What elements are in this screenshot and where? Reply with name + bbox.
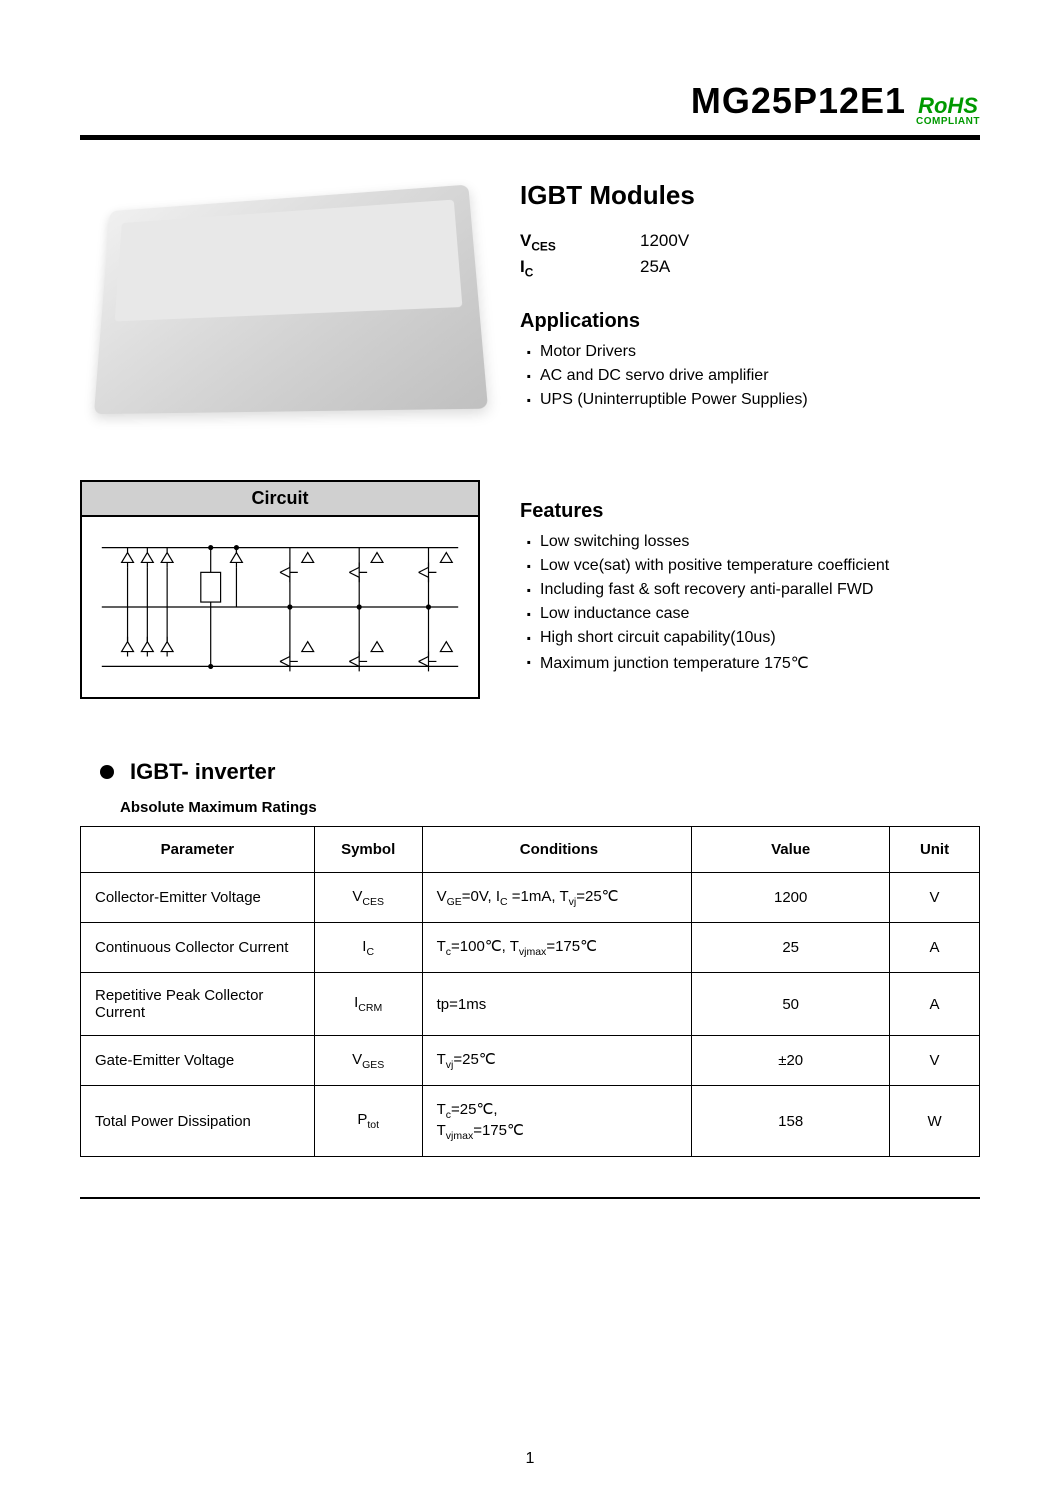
circuit-diagram [82, 517, 478, 697]
table-row: Collector-Emitter Voltage VCES VGE=0V, I… [81, 873, 980, 923]
right-column: IGBT Modules VCES 1200V IC 25A Applicati… [520, 170, 980, 430]
spec-value-vces: 1200V [640, 231, 689, 253]
td-cond: tp=1ms [422, 973, 692, 1036]
td-unit: V [890, 873, 980, 923]
td-unit: A [890, 973, 980, 1036]
table-row: Gate-Emitter Voltage VGES Tvj=25℃ ±20 V [81, 1036, 980, 1086]
rohs-compliant-label: COMPLIANT [916, 117, 980, 127]
list-item: Maximum junction temperature 175℃ [520, 653, 980, 673]
td-symbol: ICRM [314, 973, 422, 1036]
td-param: Collector-Emitter Voltage [81, 873, 315, 923]
td-symbol: IC [314, 923, 422, 973]
spec-label-vces: VCES [520, 231, 640, 253]
list-item: AC and DC servo drive amplifier [520, 367, 980, 385]
td-unit: A [890, 923, 980, 973]
list-item: High short circuit capability(10us) [520, 629, 980, 647]
td-param: Gate-Emitter Voltage [81, 1036, 315, 1086]
td-value: ±20 [692, 1036, 890, 1086]
footer-divider [80, 1197, 980, 1199]
th-unit: Unit [890, 827, 980, 873]
circuit-svg [82, 517, 478, 697]
inverter-heading: IGBT- inverter [100, 759, 980, 785]
list-item: UPS (Uninterruptible Power Supplies) [520, 391, 980, 409]
spec-row: IC 25A [520, 257, 980, 279]
th-conditions: Conditions [422, 827, 692, 873]
page-number: 1 [526, 1450, 535, 1468]
td-cond: Tvj=25℃ [422, 1036, 692, 1086]
ratings-table: Parameter Symbol Conditions Value Unit C… [80, 826, 980, 1157]
part-number: MG25P12E1 [691, 80, 906, 122]
circuit-header: Circuit [82, 482, 478, 517]
th-value: Value [692, 827, 890, 873]
rohs-icon: RoHS [918, 95, 978, 117]
list-item: Low inductance case [520, 605, 980, 623]
circuit-diagram-box: Circuit [80, 480, 480, 699]
list-item: Low vce(sat) with positive temperature c… [520, 557, 980, 575]
bullet-icon [100, 765, 114, 779]
td-value: 25 [692, 923, 890, 973]
td-symbol: VCES [314, 873, 422, 923]
inverter-title: IGBT- inverter [130, 759, 275, 785]
td-cond: Tc=25℃,Tvjmax=175℃ [422, 1086, 692, 1157]
td-param: Total Power Dissipation [81, 1086, 315, 1157]
applications-title: Applications [520, 310, 980, 333]
td-param: Repetitive Peak Collector Current [81, 973, 315, 1036]
features-column: Features Low switching losses Low vce(sa… [520, 440, 980, 699]
table-row: Continuous Collector Current IC Tc=100℃,… [81, 923, 980, 973]
features-list: Low switching losses Low vce(sat) with p… [520, 533, 980, 673]
td-symbol: VGES [314, 1036, 422, 1086]
td-unit: W [890, 1086, 980, 1157]
top-section: IGBT Modules VCES 1200V IC 25A Applicati… [80, 170, 980, 430]
th-symbol: Symbol [314, 827, 422, 873]
table-header-row: Parameter Symbol Conditions Value Unit [81, 827, 980, 873]
header-divider [80, 135, 980, 140]
rohs-badge: RoHS COMPLIANT [916, 95, 980, 127]
abs-max-label: Absolute Maximum Ratings [120, 799, 980, 816]
spec-label-ic: IC [520, 257, 640, 279]
list-item: Motor Drivers [520, 343, 980, 361]
td-unit: V [890, 1036, 980, 1086]
circuit-column: Circuit [80, 440, 480, 699]
left-column [80, 170, 480, 430]
page: MG25P12E1 RoHS COMPLIANT IGBT Modules VC… [0, 0, 1060, 1498]
product-image [94, 185, 488, 415]
td-value: 1200 [692, 873, 890, 923]
lower-section: Circuit [80, 440, 980, 699]
td-param: Continuous Collector Current [81, 923, 315, 973]
list-item: Including fast & soft recovery anti-para… [520, 581, 980, 599]
table-row: Repetitive Peak Collector Current ICRM t… [81, 973, 980, 1036]
td-cond: Tc=100℃, Tvjmax=175℃ [422, 923, 692, 973]
spec-value-ic: 25A [640, 257, 670, 279]
td-value: 158 [692, 1086, 890, 1157]
list-item: Low switching losses [520, 533, 980, 551]
td-cond: VGE=0V, IC =1mA, Tvj=25℃ [422, 873, 692, 923]
th-parameter: Parameter [81, 827, 315, 873]
header-row: MG25P12E1 RoHS COMPLIANT [80, 80, 980, 127]
spec-row: VCES 1200V [520, 231, 980, 253]
td-symbol: Ptot [314, 1086, 422, 1157]
td-value: 50 [692, 973, 890, 1036]
table-row: Total Power Dissipation Ptot Tc=25℃,Tvjm… [81, 1086, 980, 1157]
module-title: IGBT Modules [520, 180, 980, 211]
features-title: Features [520, 500, 980, 523]
applications-list: Motor Drivers AC and DC servo drive ampl… [520, 343, 980, 409]
